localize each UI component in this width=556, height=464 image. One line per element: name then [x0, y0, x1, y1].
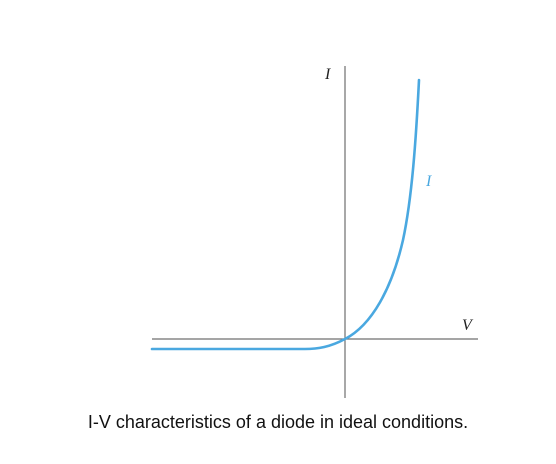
horizontal-axis-label: V — [462, 317, 474, 334]
diode-iv-curve — [150, 78, 421, 351]
curve-label: I — [425, 173, 432, 190]
figure-caption: I-V characteristics of a diode in ideal … — [87, 412, 469, 432]
vertical-axis-label: I — [324, 66, 331, 83]
